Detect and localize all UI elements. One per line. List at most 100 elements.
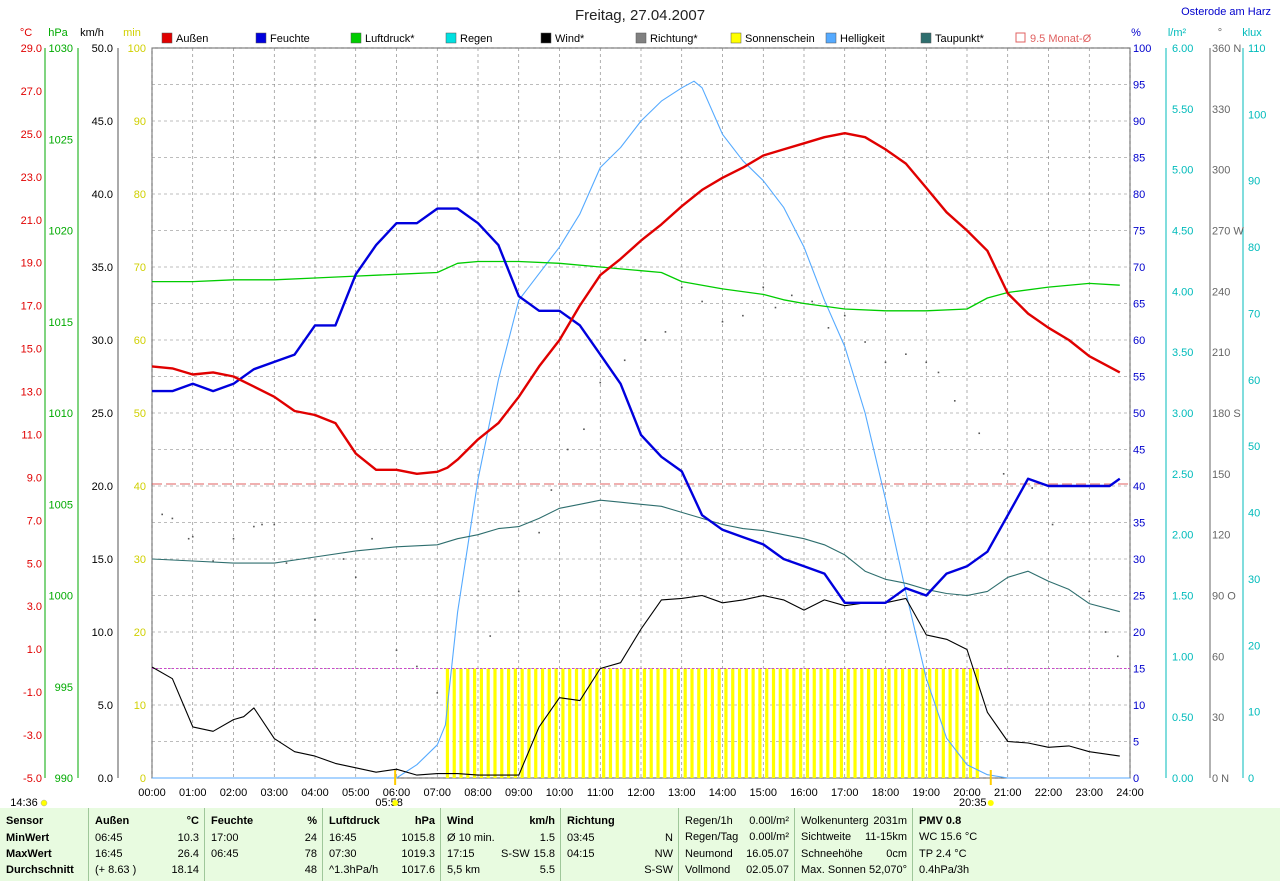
- stats-feuchte-max-time: 06:45: [211, 848, 239, 860]
- location-label: Osterode am Harz: [1181, 6, 1271, 18]
- tick-humidity: 90: [1133, 116, 1145, 128]
- sunshine-bar: [683, 668, 687, 778]
- sunshine-bar: [642, 668, 647, 778]
- stats-wind-unit: km/h: [529, 815, 555, 827]
- tick-time: 15:00: [749, 787, 777, 799]
- tick-lux: 10: [1248, 707, 1260, 719]
- tick-temp: 13.0: [21, 387, 42, 399]
- sunshine-bar: [833, 668, 837, 778]
- sunshine-bar: [826, 668, 830, 778]
- stats-wc-value: WC 15.6 °C: [919, 831, 978, 843]
- stats-wind-max-dir: S-SW: [501, 848, 530, 860]
- unit-sun: min: [123, 27, 141, 39]
- tick-sun: 0: [140, 773, 146, 785]
- tick-time: 21:00: [994, 787, 1022, 799]
- tick-sun: 70: [134, 262, 146, 274]
- sunshine-bar: [724, 668, 728, 778]
- tick-humidity: 85: [1133, 153, 1145, 165]
- sunshine-bar: [534, 668, 538, 778]
- stats-schnee-label: Schneehöhe: [801, 848, 863, 860]
- stats-wind-max-time: 17:15: [447, 848, 475, 860]
- sunshine-bar: [941, 668, 945, 778]
- sunshine-bar: [914, 668, 918, 778]
- tick-lux: 60: [1248, 375, 1260, 387]
- stats-wind-max-value: 15.8: [533, 848, 555, 860]
- stats-tp-value: TP 2.4 °C: [919, 848, 967, 860]
- richtung-point: [232, 537, 235, 540]
- stats-richtung-max-value: NW: [654, 848, 673, 860]
- stats-pmv-value: PMV 0.8: [919, 815, 962, 827]
- legend-label: Regen: [460, 33, 492, 45]
- sunshine-bar: [778, 668, 782, 778]
- tick-humidity: 70: [1133, 262, 1145, 274]
- stats-feuchte-avg-value: 48: [304, 864, 317, 876]
- tick-pressure: 1000: [49, 591, 73, 603]
- richtung-point: [371, 537, 373, 540]
- tick-humidity: 15: [1133, 664, 1145, 676]
- stats-richtung-min-time: 03:45: [567, 832, 595, 844]
- sunshine-bar: [894, 668, 898, 778]
- sunshine-bar: [805, 668, 810, 778]
- stats-sonnen-value: 52,070°: [868, 864, 907, 876]
- tick-direction: 30: [1212, 712, 1224, 724]
- tick-wind: 15.0: [92, 554, 113, 566]
- sunshine-bar: [703, 668, 708, 778]
- tick-temp: 25.0: [21, 129, 42, 141]
- tick-time: 22:00: [1035, 787, 1063, 799]
- sunshine-bar: [900, 668, 905, 778]
- tick-temp: 7.0: [27, 515, 42, 527]
- richtung-point: [285, 562, 288, 564]
- sunshine-bar: [921, 668, 925, 778]
- sunshine-bar: [663, 668, 667, 778]
- tick-wind: 20.0: [92, 481, 113, 493]
- tick-time: 10:00: [546, 787, 574, 799]
- tick-pressure: 1025: [49, 134, 73, 146]
- tick-direction: 300: [1212, 165, 1230, 177]
- legend-label: 9.5 Monat-Ø: [1030, 33, 1092, 45]
- tick-rain: 1.50: [1172, 591, 1193, 603]
- legend-label: Feuchte: [270, 33, 310, 45]
- legend-swatch: [255, 32, 267, 44]
- sunshine-bar: [520, 668, 524, 778]
- tick-sun: 50: [134, 408, 146, 420]
- stats-col-richtung: Richtung 03:45 N 04:15 NW S-SW: [560, 808, 679, 881]
- sunshine-bar: [595, 668, 599, 778]
- tick-lux: 40: [1248, 508, 1260, 520]
- tick-direction: 60: [1212, 651, 1224, 663]
- tick-humidity: 40: [1133, 481, 1145, 493]
- sunshine-bar: [846, 668, 850, 778]
- tick-temp: 3.0: [27, 601, 42, 613]
- tick-pressure: 1005: [49, 499, 73, 511]
- richtung-point: [680, 286, 683, 289]
- stats-richtung-header: Richtung: [567, 815, 615, 827]
- stats-regen-1h-label: Regen/1h: [685, 815, 733, 827]
- stats-col-aussen: Außen °C 06:45 10.3 16:45 26.4 (+ 8.63 ) 18.…: [88, 808, 205, 881]
- tick-lux: 50: [1248, 441, 1260, 453]
- tick-sun: 90: [134, 116, 146, 128]
- stats-feuchte-unit: %: [307, 815, 317, 827]
- tick-direction: 0 N: [1212, 773, 1229, 785]
- tick-humidity: 20: [1133, 627, 1145, 639]
- stats-aussen-min-time: 06:45: [95, 832, 123, 844]
- stats-regen-1h-value: 0.00l/m²: [749, 815, 789, 827]
- tick-wind: 30.0: [92, 335, 113, 347]
- stats-wolken-label: Wolkenunterg: [801, 815, 869, 827]
- tick-humidity: 100: [1133, 43, 1151, 55]
- legend-swatch: [1015, 32, 1026, 43]
- tick-lux: 90: [1248, 176, 1260, 188]
- tick-humidity: 80: [1133, 189, 1145, 201]
- tick-wind: 35.0: [92, 262, 113, 274]
- unit-pressure: hPa: [48, 27, 68, 39]
- richtung-point: [644, 339, 646, 341]
- tick-time: 01:00: [179, 787, 207, 799]
- sunshine-bar: [792, 668, 796, 778]
- tick-temp: -3.0: [23, 730, 42, 742]
- sunshine-bar: [968, 668, 973, 778]
- tick-temp: 23.0: [21, 172, 42, 184]
- stats-aussen-avg-extra: (+ 8.63 ): [95, 864, 137, 876]
- sunshine-bar: [513, 668, 517, 778]
- richtung-point: [599, 381, 602, 384]
- stats-wind-distance: 5,5 km: [447, 864, 481, 876]
- stats-neumond-label: Neumond: [685, 848, 733, 860]
- sunrise-dot: [392, 800, 399, 806]
